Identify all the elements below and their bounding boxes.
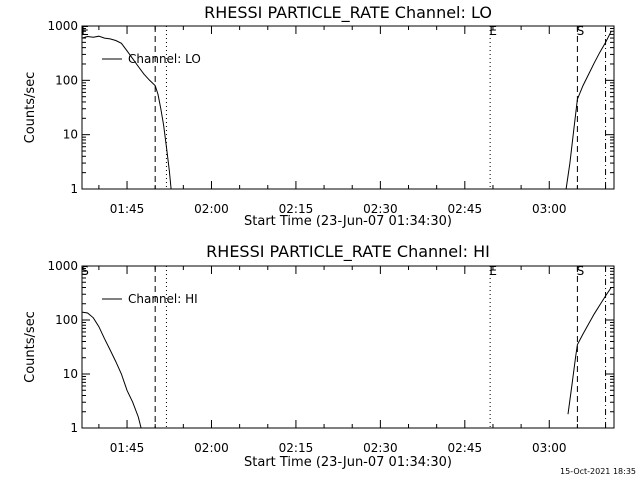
panel1-plot-frame	[81, 25, 615, 190]
panel2-y-axis-label: Counts/sec	[23, 311, 38, 383]
panel1-series-line	[81, 35, 172, 190]
panel2-chart-title: RHESSI PARTICLE_RATE Channel: HI	[206, 242, 490, 262]
panel2-x-tick-label: 01:45	[110, 441, 145, 455]
panel2-plot-frame	[81, 265, 615, 429]
panel1-x-tick-label: 02:30	[363, 202, 398, 216]
panel1-y-axis-label: Counts/sec	[23, 72, 38, 144]
panel2-x-tick-label: 02:45	[448, 441, 483, 455]
panel1-y-tick-label: 100	[55, 73, 78, 87]
panel1-y-tick-label: 10	[63, 128, 78, 142]
panel2-x-tick-label: 02:00	[194, 441, 229, 455]
panel2-event-marker-label: S	[577, 264, 585, 278]
panel1-legend-label: Channel: LO	[128, 52, 201, 66]
panel2-series-line	[567, 287, 612, 415]
panel2-y-tick-label: 1	[70, 421, 78, 435]
panel1-x-tick-label: 02:45	[448, 202, 483, 216]
panel1-x-tick-label: 02:00	[194, 202, 229, 216]
panel1-event-marker-label: E	[489, 24, 497, 38]
panel2-x-tick-label: 03:00	[532, 441, 567, 455]
panel2-x-tick-label: 02:15	[279, 441, 314, 455]
panel2-legend-label: Channel: HI	[128, 292, 198, 306]
panel2-y-tick-label: 1000	[47, 259, 78, 273]
panel2-x-axis-label: Start Time (23-Jun-07 01:34:30)	[244, 455, 452, 470]
panel1-y-tick-label: 1	[70, 182, 78, 196]
panel2-series-line	[81, 311, 142, 429]
footer-timestamp: 15-Oct-2021 18:35	[560, 467, 636, 476]
panel2-x-tick-label: 02:30	[363, 441, 398, 455]
panel1-x-tick-label: 02:15	[279, 202, 314, 216]
panel1-x-axis-label: Start Time (23-Jun-07 01:34:30)	[244, 214, 452, 229]
panel1-x-tick-label: 03:00	[532, 202, 567, 216]
panel2-event-marker-label: S	[81, 264, 89, 278]
panel1-x-tick-label: 01:45	[110, 202, 145, 216]
panel1-y-tick-label: 1000	[47, 19, 78, 33]
panel1-chart-title: RHESSI PARTICLE_RATE Channel: LO	[204, 3, 492, 23]
panel1-event-marker-label: E	[81, 24, 89, 38]
panel2-event-marker-label: E	[489, 264, 497, 278]
panel1-series-line	[565, 31, 612, 190]
panel2-y-tick-label: 100	[55, 313, 78, 327]
panel2-y-tick-label: 10	[63, 367, 78, 381]
panel1-event-marker-label: S	[577, 24, 585, 38]
